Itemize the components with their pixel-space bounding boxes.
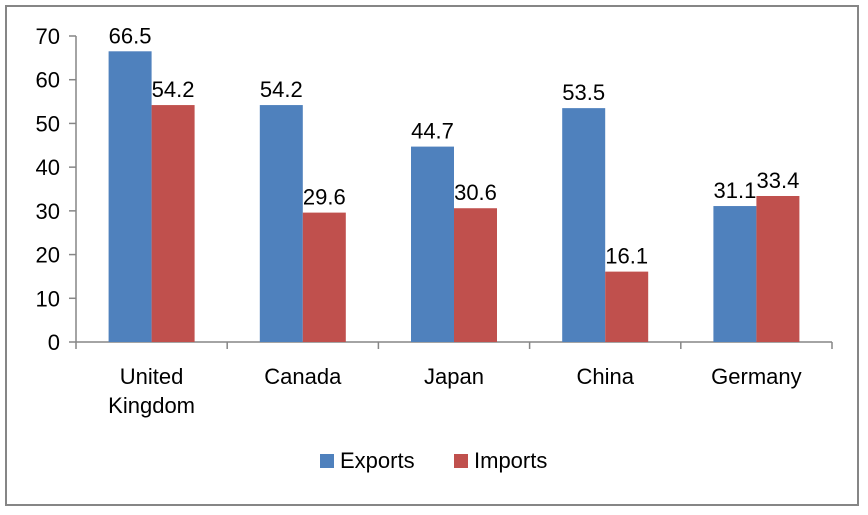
bar-exports: [411, 146, 454, 342]
bar-imports: [454, 208, 497, 342]
data-label-exports: 53.5: [562, 80, 605, 105]
x-category-label: China: [576, 364, 634, 389]
data-label-exports: 66.5: [109, 23, 152, 48]
bar-exports: [108, 51, 152, 343]
data-label-exports: 31.1: [713, 178, 756, 203]
x-category-label: United: [120, 364, 184, 389]
bar-imports: [756, 195, 800, 342]
legend-swatch-exports: [320, 454, 334, 468]
x-category-label: Japan: [424, 364, 484, 389]
bar-exports: [562, 108, 606, 342]
y-tick-label: 0: [48, 330, 60, 355]
data-label-imports: 29.6: [303, 185, 346, 210]
y-tick-label: 10: [36, 286, 60, 311]
data-label-exports: 54.2: [260, 77, 303, 102]
data-label-imports: 54.2: [152, 77, 195, 102]
legend-label-exports: Exports: [340, 448, 415, 473]
bar-imports: [605, 271, 649, 342]
y-tick-label: 70: [36, 24, 60, 49]
legend-label-imports: Imports: [474, 448, 547, 473]
data-label-exports: 44.7: [411, 119, 454, 144]
x-category-label: Germany: [711, 364, 801, 389]
data-label-imports: 33.4: [756, 168, 799, 193]
data-label-imports: 16.1: [605, 244, 648, 269]
data-label-imports: 30.6: [454, 180, 497, 205]
x-category-label: Canada: [264, 364, 342, 389]
bar-imports: [151, 105, 195, 342]
bar-imports: [302, 212, 346, 342]
bar-exports: [259, 105, 303, 342]
y-tick-label: 50: [36, 111, 60, 136]
y-tick-label: 30: [36, 199, 60, 224]
y-tick-label: 40: [36, 155, 60, 180]
legend-swatch-imports: [454, 454, 468, 468]
y-tick-label: 20: [36, 243, 60, 268]
bar-exports: [713, 206, 757, 342]
x-category-label: Kingdom: [108, 393, 195, 418]
y-tick-label: 60: [36, 68, 60, 93]
